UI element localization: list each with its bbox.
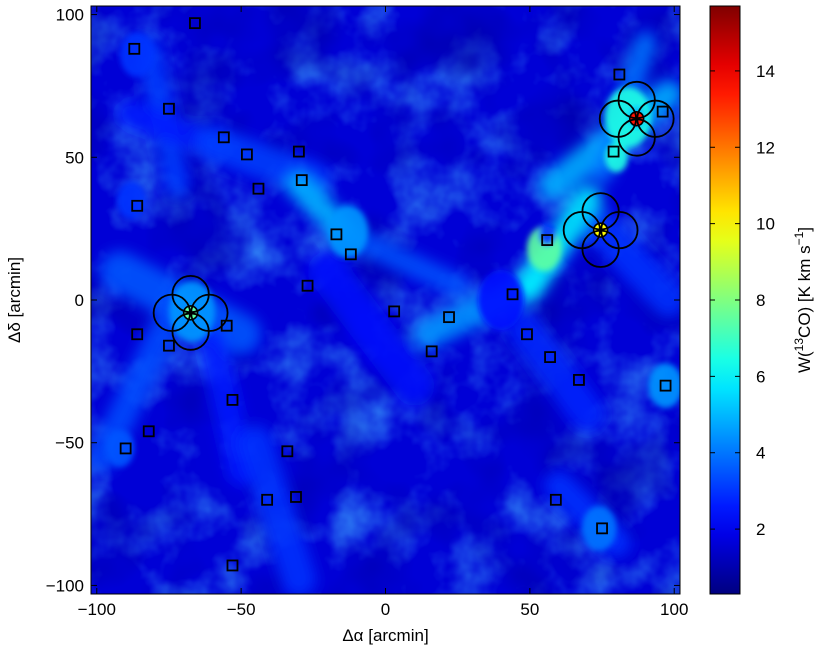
colorbar-label-pre: W( <box>795 351 814 373</box>
y-tick-label: 0 <box>75 291 84 310</box>
square-marker <box>301 279 314 292</box>
emission-filament <box>197 328 256 486</box>
colorbar-tick-label: 8 <box>756 291 765 310</box>
x-tick-label: −50 <box>227 600 256 619</box>
square-marker <box>226 394 239 406</box>
colorbar-tick-label: 2 <box>756 520 765 539</box>
square-marker <box>292 145 305 158</box>
emission-clump <box>327 205 369 258</box>
colorbar-tick-label: 12 <box>756 138 775 157</box>
square-marker <box>613 68 626 81</box>
colorbar-frame <box>709 5 741 595</box>
y-axis: −100 −50 0 50 100 <box>46 6 680 595</box>
square-marker <box>521 328 533 341</box>
emission-clump <box>581 505 617 551</box>
x-tick-label: 100 <box>660 600 688 619</box>
square-marker <box>261 493 274 506</box>
y-tick-label: 50 <box>65 148 84 167</box>
x-tick-label: −100 <box>78 600 116 619</box>
square-marker <box>443 311 455 324</box>
square-marker <box>506 288 519 301</box>
y-axis-label: Δδ [arcmin] <box>5 257 24 343</box>
emission-filament <box>506 311 605 432</box>
square-marker <box>607 145 620 158</box>
square-marker <box>142 425 155 438</box>
pointing-pattern <box>562 192 639 268</box>
emission-filament <box>307 251 435 406</box>
colorbar-label: W(13CO) [K km s−1] <box>792 227 814 373</box>
pointing-circle <box>562 210 601 250</box>
emission-filament <box>238 425 317 594</box>
y-tick-label: 100 <box>56 6 84 25</box>
square-marker <box>541 234 554 246</box>
square-marker <box>163 339 175 352</box>
colorbar-tick-label: 14 <box>756 62 775 81</box>
colorbar-label-sup1: 13 <box>792 338 806 352</box>
square-marker <box>252 182 265 195</box>
pointing-pattern <box>152 274 229 351</box>
square-marker <box>131 328 144 341</box>
square-marker <box>544 351 556 363</box>
colorbar-tick-label: 6 <box>756 367 765 386</box>
y-tick-label: −50 <box>55 434 84 453</box>
square-marker <box>163 102 175 115</box>
plot-area <box>90 5 681 595</box>
colorbar-tick-label: 10 <box>756 215 775 234</box>
square-marker <box>596 522 608 535</box>
colorbar-label-mid: CO) [K km s <box>795 245 814 338</box>
colorbar-label-sup2: −1 <box>792 231 806 245</box>
square-marker <box>189 17 201 30</box>
square-marker <box>131 199 144 212</box>
square-marker <box>549 493 562 506</box>
square-marker <box>573 374 585 386</box>
square-marker <box>128 42 141 55</box>
pointing-pattern-layer <box>152 80 675 351</box>
square-marker <box>281 445 294 458</box>
x-axis: −100 −50 0 50 100 <box>78 6 688 619</box>
emission-layer <box>91 31 680 594</box>
square-marker <box>119 442 132 455</box>
square-marker <box>656 105 669 118</box>
pointing-circle <box>152 293 191 332</box>
square-marker <box>226 559 239 572</box>
emission-clump <box>648 363 680 409</box>
colorbar: 2 4 6 8 10 12 14 W(13CO) [K km s−1] <box>709 5 814 595</box>
emission-filament <box>339 225 470 298</box>
colorbar-ticks: 2 4 6 8 10 12 14 <box>710 62 775 539</box>
square-marker <box>295 174 308 187</box>
square-marker <box>241 148 253 161</box>
square-marker <box>425 345 438 358</box>
square-marker <box>330 228 343 241</box>
colorbar-label-post: ] <box>795 227 814 232</box>
y-tick-label: −100 <box>46 576 84 595</box>
colorbar-tick-label: 4 <box>756 444 765 463</box>
emission-clump <box>477 269 525 331</box>
x-axis-label: Δα [arcmin] <box>342 626 428 645</box>
pointing-circle <box>598 99 638 138</box>
emission-filament <box>584 211 680 318</box>
pointing-pattern <box>598 80 675 157</box>
square-marker <box>388 305 401 318</box>
x-tick-label: 50 <box>520 600 539 619</box>
x-tick-label: 0 <box>381 600 390 619</box>
square-marker <box>290 491 302 503</box>
square-marker <box>217 131 230 144</box>
marker-layer <box>119 17 672 572</box>
square-marker <box>344 248 357 261</box>
square-marker <box>659 379 672 392</box>
